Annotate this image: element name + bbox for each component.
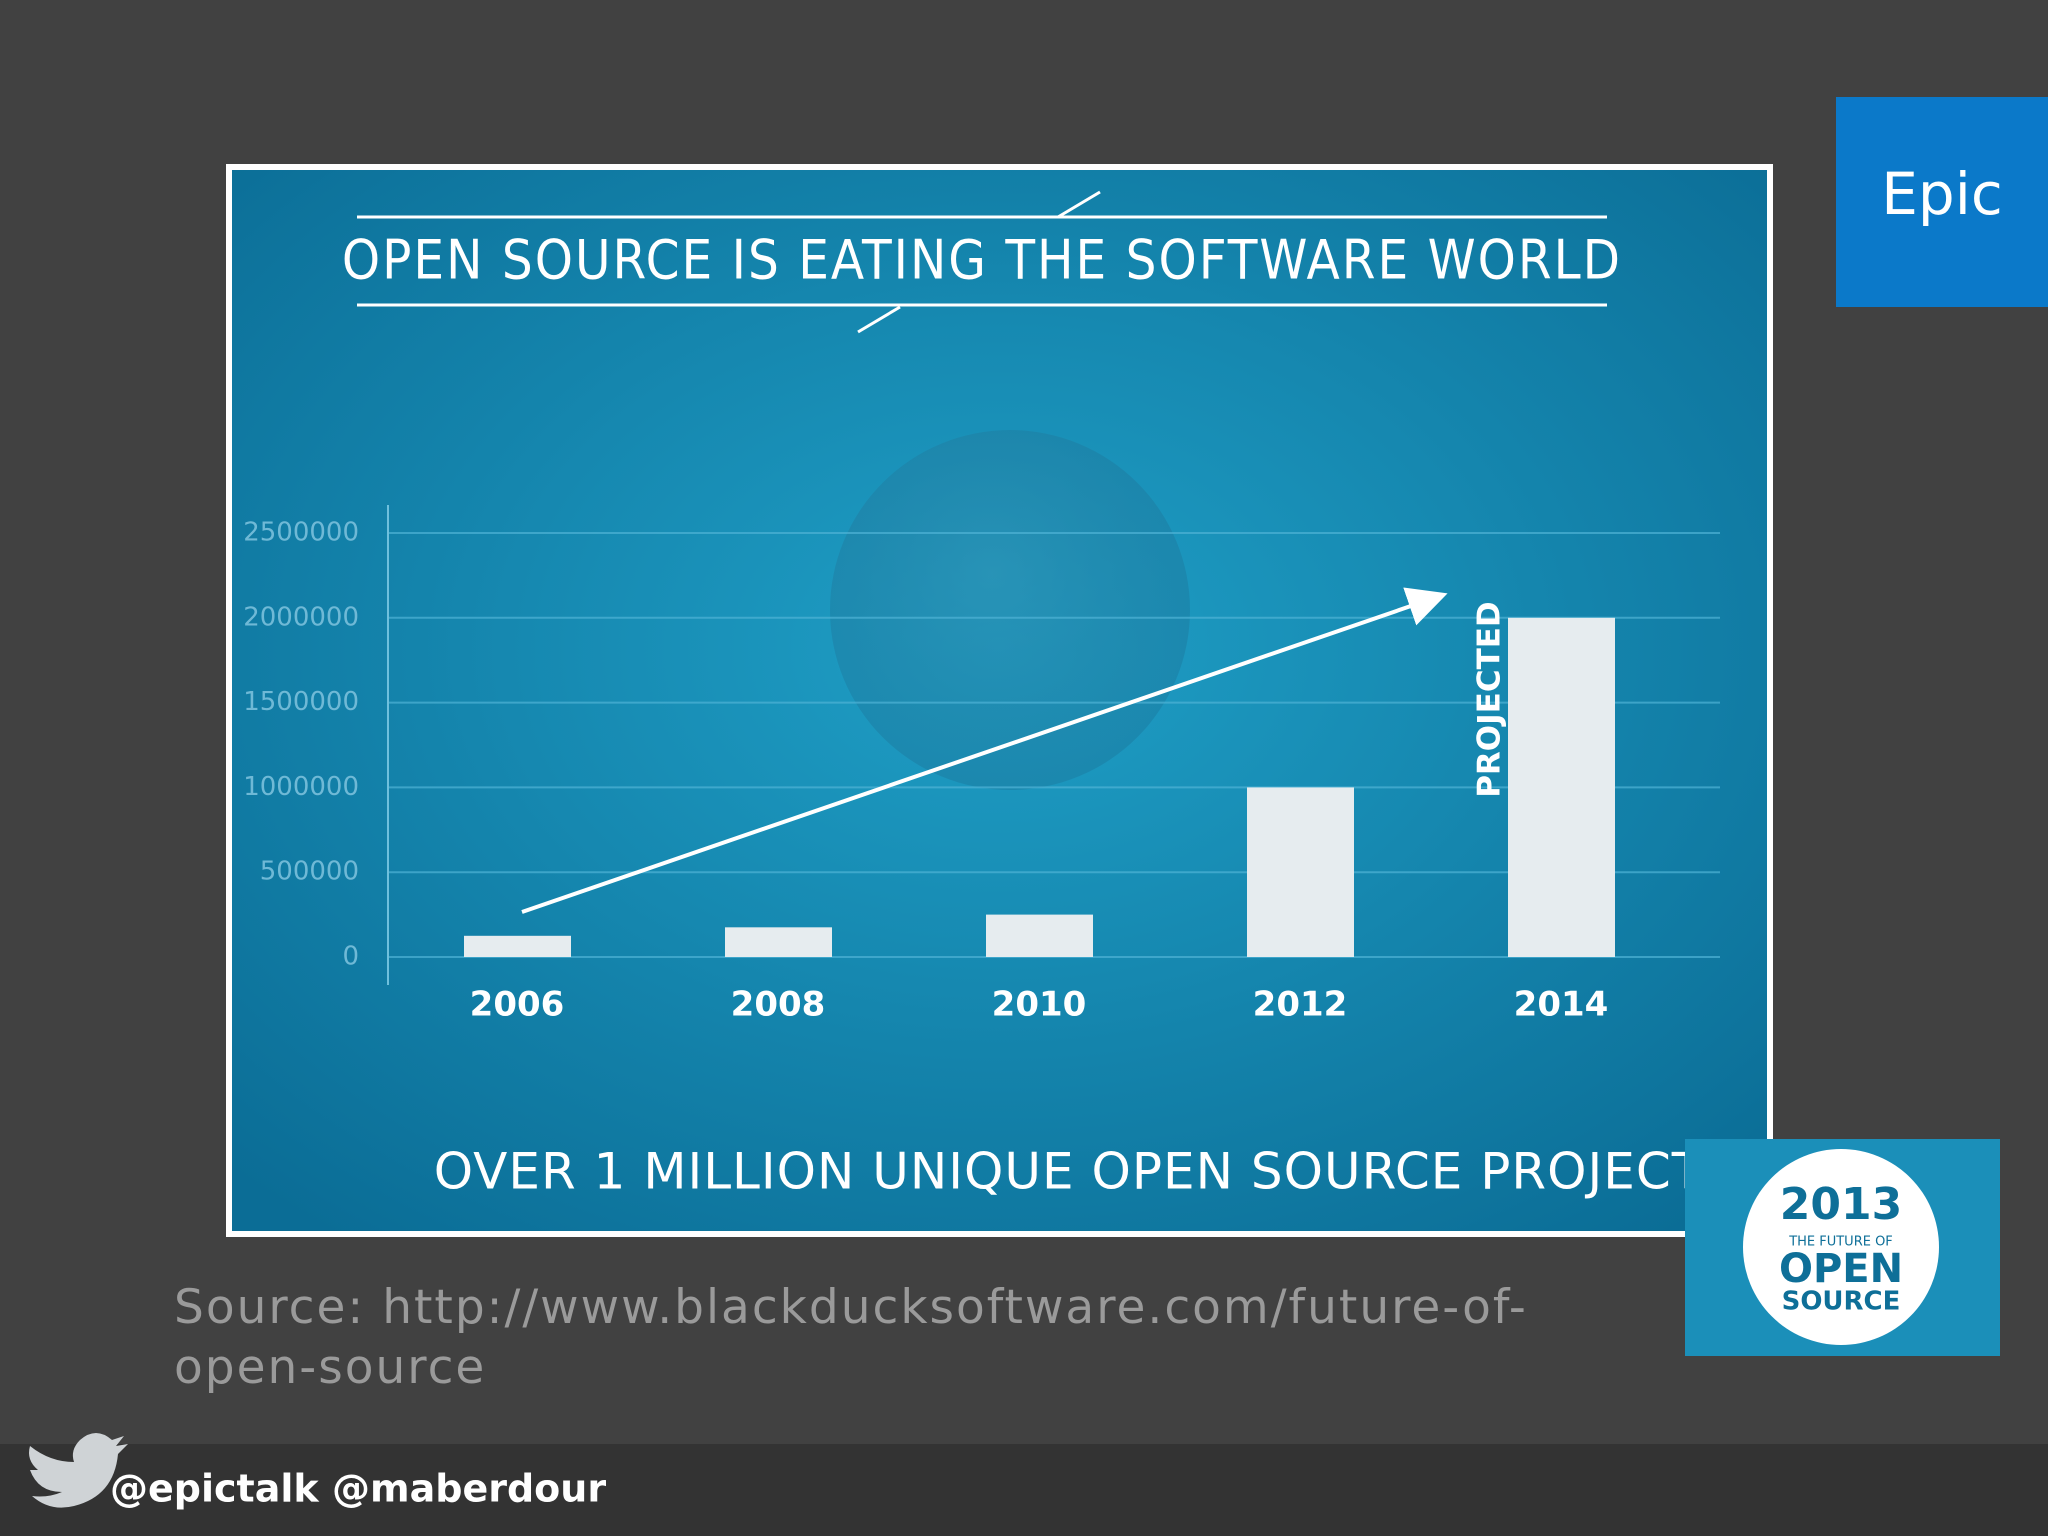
bar	[725, 927, 832, 957]
y-tick-label: 2500000	[243, 518, 359, 548]
logo-box	[1836, 97, 2048, 307]
y-tick-label: 1000000	[243, 772, 359, 802]
bar	[986, 914, 1093, 957]
x-tick-label: 2006	[470, 985, 565, 1025]
y-tick-label: 1500000	[243, 687, 359, 717]
trend-arrow	[521, 587, 1448, 914]
badge-circle	[1743, 1149, 1939, 1345]
y-tick-label: 500000	[260, 857, 359, 887]
y-tick-label: 2000000	[243, 602, 359, 632]
title-slash	[1057, 190, 1101, 219]
badge-line: SOURCE	[1782, 1287, 1901, 1317]
bar	[1247, 787, 1354, 957]
source-text: Source: http://www.blackducksoftware.com…	[174, 1280, 1528, 1395]
twitter-icon	[29, 1433, 128, 1508]
badge-line: OPEN	[1779, 1246, 1903, 1292]
bar	[464, 935, 571, 957]
title-slash	[857, 305, 901, 334]
bar-annotation: PROJECTED	[1472, 601, 1508, 797]
footer-handle: @maberdour	[332, 1467, 606, 1511]
badge-year: 2013	[1780, 1179, 1902, 1230]
footer-bar	[0, 1444, 2048, 1536]
x-tick-label: 2014	[1514, 985, 1609, 1025]
footer-handle: @epictalk	[110, 1467, 319, 1511]
badge-subtitle: THE FUTURE OF	[1788, 1235, 1893, 1250]
chart-caption: OVER 1 MILLION UNIQUE OPEN SOURCE PROJEC…	[434, 1143, 1927, 1201]
globe-background	[830, 430, 1190, 790]
bar	[1508, 617, 1615, 957]
y-tick-label: 0	[342, 942, 359, 972]
x-tick-label: 2010	[992, 985, 1087, 1025]
x-tick-label: 2012	[1253, 985, 1348, 1025]
chart-title: OPEN SOURCE IS EATING THE SOFTWARE WORLD	[342, 229, 1622, 292]
x-tick-label: 2008	[731, 985, 826, 1025]
logo: Epic	[1881, 160, 2002, 228]
